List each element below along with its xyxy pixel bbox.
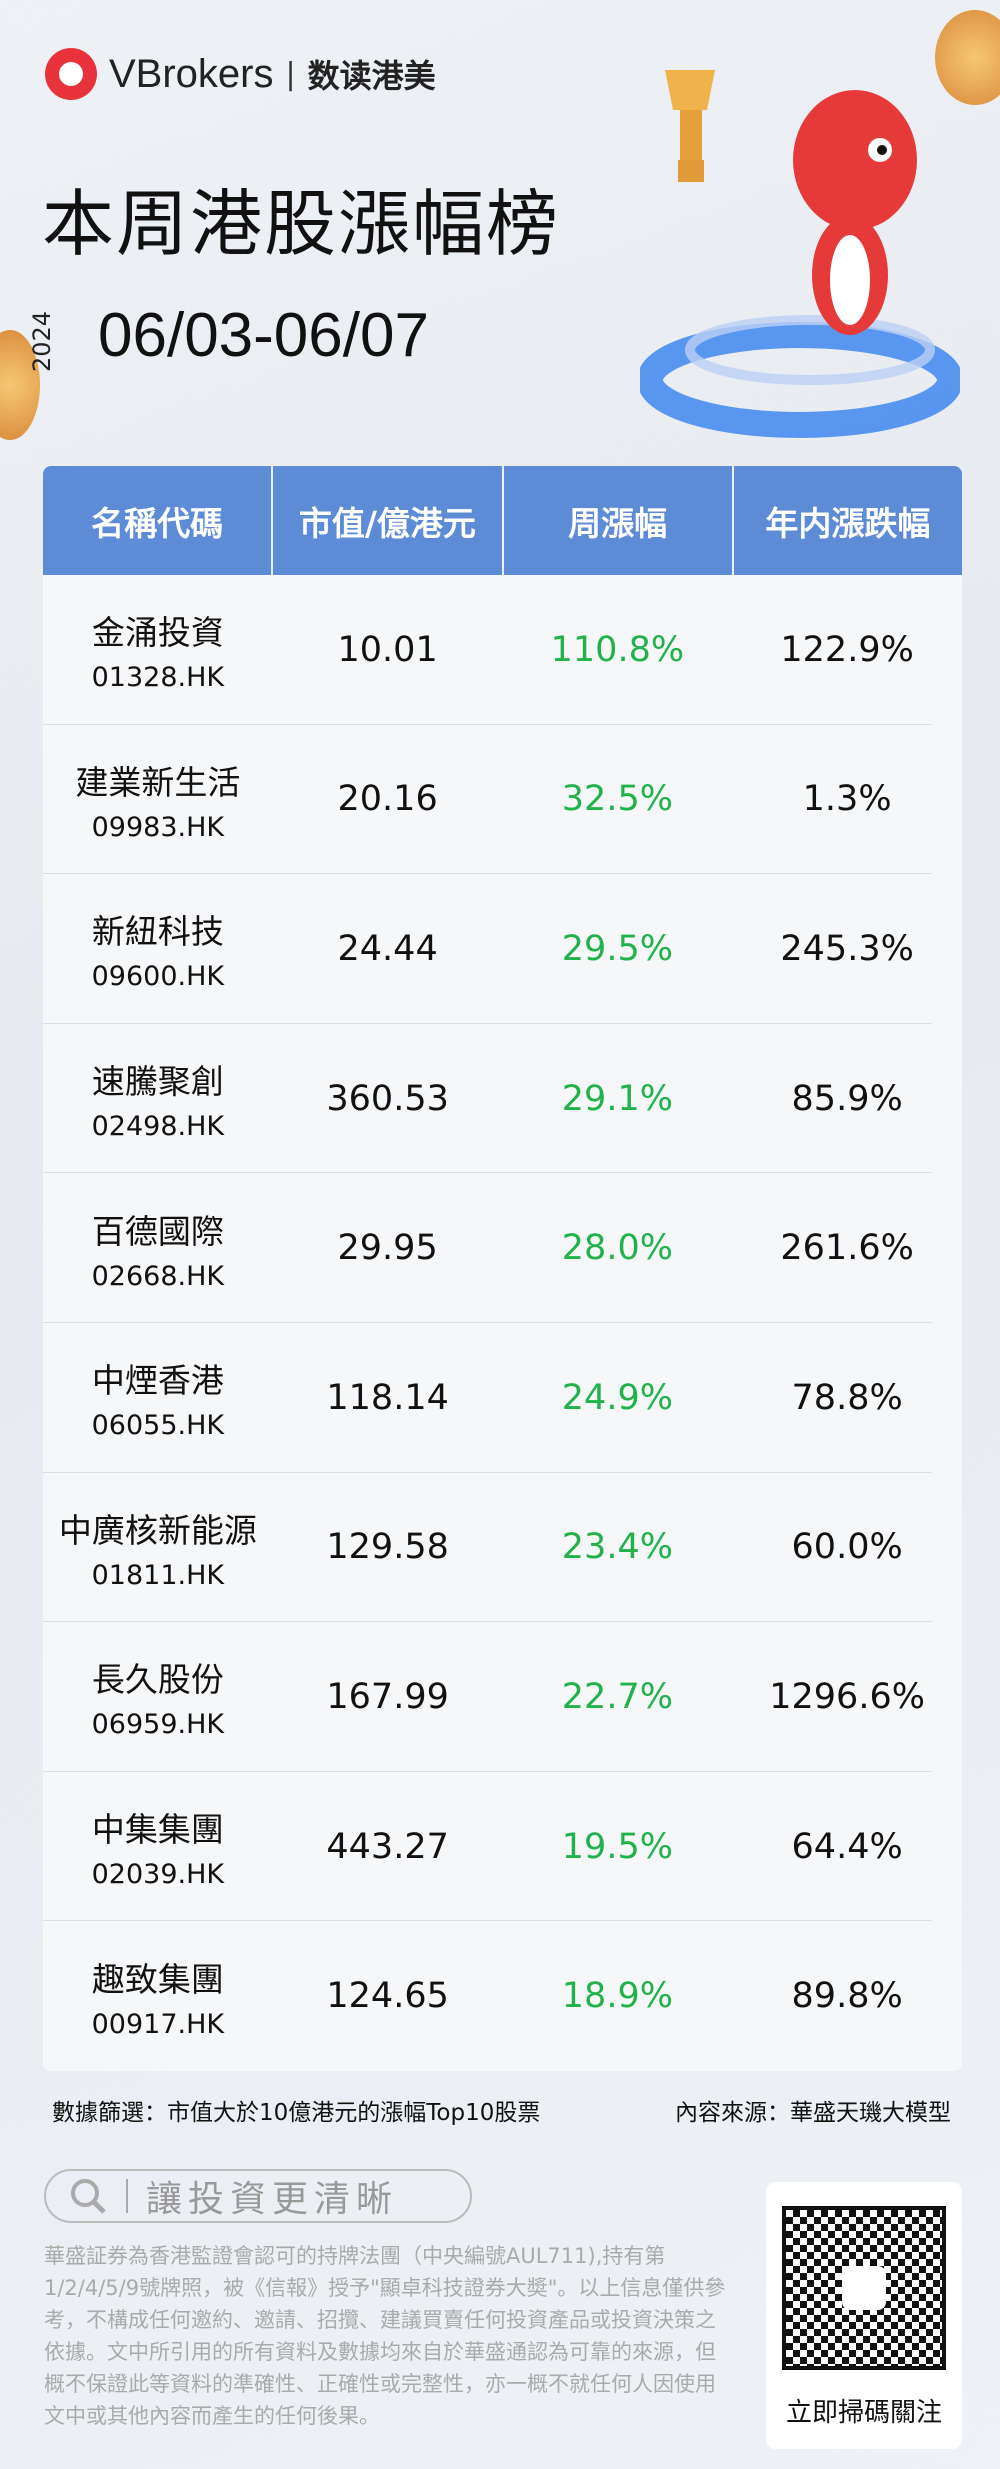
market-cap: 20.16 xyxy=(337,779,438,820)
stock-name: 中集集團 xyxy=(91,1810,224,1850)
table-row: 建業新生活 09983.HK 20.16 32.5% 1.3% xyxy=(43,725,962,875)
page-title: 本周港股漲幅榜 xyxy=(42,182,561,266)
column-header-name: 名稱代碼 xyxy=(43,466,274,575)
ytd-change: 245.3% xyxy=(780,928,914,969)
column-header-ytd-change: 年内漲跌幅 xyxy=(765,503,931,543)
stock-name: 新紐科技 xyxy=(91,912,224,952)
market-cap: 10.01 xyxy=(337,629,438,670)
weekly-change: 29.1% xyxy=(561,1078,673,1119)
market-cap: 124.65 xyxy=(326,1976,449,2017)
brand-subtitle: 数读港美 xyxy=(307,57,436,95)
weekly-change: 22.7% xyxy=(561,1676,673,1717)
stock-code: 06959.HK xyxy=(91,1709,225,1741)
stock-cell: 建業新生活 09983.HK xyxy=(43,725,273,875)
coin-decoration xyxy=(935,10,1000,105)
ytd-change: 85.9% xyxy=(791,1078,903,1119)
table-row: 百德國際 02668.HK 29.95 28.0% 261.6% xyxy=(43,1173,962,1323)
weekly-change: 32.5% xyxy=(561,779,673,820)
stock-code: 02039.HK xyxy=(91,1859,225,1891)
stock-code: 02668.HK xyxy=(91,1260,225,1292)
ytd-change: 64.4% xyxy=(791,1826,903,1867)
market-cap: 167.99 xyxy=(326,1676,449,1717)
table-row: 趣致集團 00917.HK 124.65 18.9% 89.8% xyxy=(43,1921,962,2071)
stock-cell: 長久股份 06959.HK xyxy=(43,1622,273,1772)
brand-logo: VBrokers | 数读港美 xyxy=(45,48,436,100)
qr-code-icon xyxy=(782,2206,946,2370)
stock-cell: 中煙香港 06055.HK xyxy=(43,1323,273,1473)
stock-name: 中煙香港 xyxy=(91,1361,224,1401)
brand-divider: | xyxy=(285,56,296,92)
weekly-change: 28.0% xyxy=(561,1228,673,1269)
dragon-mascot-icon xyxy=(640,70,960,438)
stock-cell: 新紐科技 09600.HK xyxy=(43,874,273,1024)
stock-code: 09600.HK xyxy=(91,961,225,993)
ytd-change: 122.9% xyxy=(780,629,914,670)
market-cap: 129.58 xyxy=(326,1527,449,1568)
stock-code: 09983.HK xyxy=(91,811,225,843)
market-cap: 24.44 xyxy=(337,928,438,969)
table-header: 名稱代碼 市值/億港元 周漲幅 年内漲跌幅 xyxy=(43,466,962,575)
slogan-search-bar: 讓投資更清晰 xyxy=(44,2169,472,2223)
market-cap: 360.53 xyxy=(326,1078,449,1119)
data-filter-note: 數據篩選：市值大於10億港元的漲幅Top10股票 xyxy=(52,2100,541,2126)
table-row: 新紐科技 09600.HK 24.44 29.5% 245.3% xyxy=(43,874,962,1024)
table-row: 中廣核新能源 01811.HK 129.58 23.4% 60.0% xyxy=(43,1473,962,1623)
column-header-market-cap: 市值/億港元 xyxy=(273,466,504,575)
stock-code: 00917.HK xyxy=(91,2008,225,2040)
stock-code: 06055.HK xyxy=(91,1410,225,1442)
table-row: 速騰聚創 02498.HK 360.53 29.1% 85.9% xyxy=(43,1024,962,1174)
weekly-change: 24.9% xyxy=(561,1377,673,1418)
table-row: 長久股份 06959.HK 167.99 22.7% 1296.6% xyxy=(43,1622,962,1772)
weekly-change: 23.4% xyxy=(561,1527,673,1568)
ytd-change: 60.0% xyxy=(791,1527,903,1568)
stock-name: 建業新生活 xyxy=(75,762,241,802)
stock-name: 趣致集團 xyxy=(91,1959,224,1999)
date-range: 06/03-06/07 xyxy=(98,301,429,370)
gainers-table: 名稱代碼 市值/億港元 周漲幅 年内漲跌幅 金涌投資 01328.HK 10.01… xyxy=(43,466,962,2071)
ytd-change: 89.8% xyxy=(791,1976,903,2017)
stock-cell: 速騰聚創 02498.HK xyxy=(43,1024,273,1174)
brand-name: VBrokers xyxy=(109,51,274,96)
stock-name: 百德國際 xyxy=(91,1211,224,1251)
weekly-change: 19.5% xyxy=(561,1826,673,1867)
stock-cell: 中廣核新能源 01811.HK xyxy=(43,1473,273,1623)
stock-cell: 趣致集團 00917.HK xyxy=(43,1921,273,2071)
market-cap: 443.27 xyxy=(326,1826,449,1867)
ytd-change: 1296.6% xyxy=(769,1676,925,1717)
table-body: 金涌投資 01328.HK 10.01 110.8% 122.9% 建業新生活 099… xyxy=(43,575,962,2071)
stock-code: 01328.HK xyxy=(91,662,225,694)
disclaimer-text: 華盛証券為香港監證會認可的持牌法團（中央編號AUL711),持有第1/2/4/5… xyxy=(44,2244,726,2428)
ytd-change: 78.8% xyxy=(791,1377,903,1418)
table-row: 金涌投資 01328.HK 10.01 110.8% 122.9% xyxy=(43,575,962,725)
stock-code: 01811.HK xyxy=(91,1559,225,1591)
content-source-note: 內容來源：華盛天璣大模型 xyxy=(675,2100,951,2126)
year-label: 2024 xyxy=(28,310,56,372)
stock-name: 金涌投資 xyxy=(91,613,224,653)
stock-cell: 百德國際 02668.HK xyxy=(43,1173,273,1323)
market-cap: 29.95 xyxy=(337,1228,438,1269)
ytd-change: 261.6% xyxy=(780,1228,914,1269)
vbrokers-logo-icon xyxy=(45,48,97,100)
stock-name: 中廣核新能源 xyxy=(58,1510,257,1550)
weekly-change: 29.5% xyxy=(561,928,673,969)
column-header-weekly-change: 周漲幅 xyxy=(504,466,734,575)
weekly-change: 110.8% xyxy=(550,629,685,670)
ytd-change: 1.3% xyxy=(802,779,892,820)
qr-card: 立即掃碼關注 xyxy=(766,2182,962,2449)
qr-label: 立即掃碼關注 xyxy=(785,2398,942,2428)
stock-cell: 金涌投資 01328.HK xyxy=(43,575,273,725)
slogan-text: 讓投資更清晰 xyxy=(146,2179,399,2220)
table-row: 中集集團 02039.HK 443.27 19.5% 64.4% xyxy=(43,1772,962,1922)
stock-name: 速騰聚創 xyxy=(91,1062,224,1102)
market-cap: 118.14 xyxy=(326,1377,449,1418)
search-icon xyxy=(71,2179,106,2214)
search-divider xyxy=(126,2179,128,2213)
weekly-change: 18.9% xyxy=(561,1976,673,2017)
stock-name: 長久股份 xyxy=(91,1660,224,1700)
table-row: 中煙香港 06055.HK 118.14 24.9% 78.8% xyxy=(43,1323,962,1473)
stock-cell: 中集集團 02039.HK xyxy=(43,1772,273,1922)
stock-code: 02498.HK xyxy=(91,1111,225,1143)
